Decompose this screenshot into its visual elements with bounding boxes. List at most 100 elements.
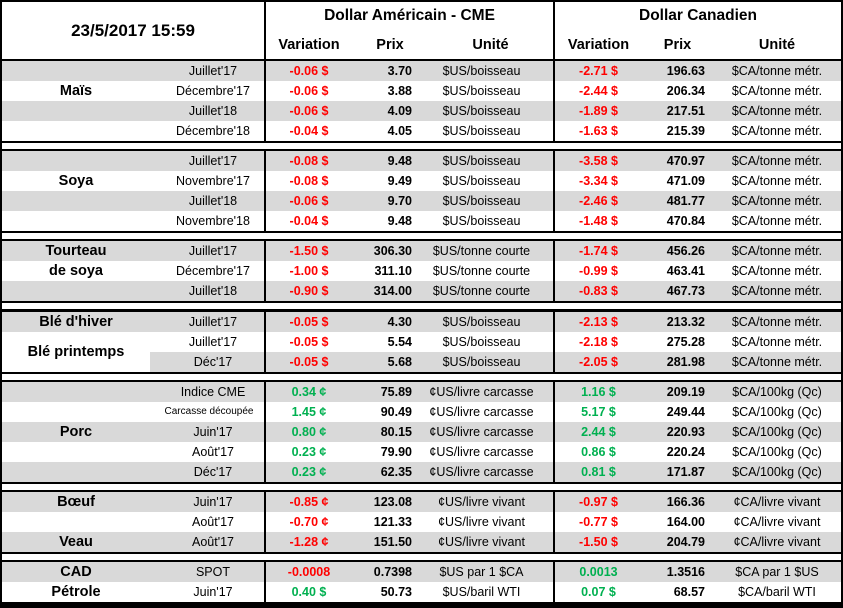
ca-variation-cell: -2.71 $ [553, 61, 642, 81]
us-unit-cell: $US/tonne courte [432, 264, 531, 278]
ca-unit-cell: $CA/tonne métr. [713, 312, 841, 332]
us-price-cell: 314.00 [352, 281, 428, 301]
us-unit-cell: $US/boisseau [428, 101, 553, 121]
ca-price-cell: 164.00 [666, 515, 705, 529]
ca-unit-cell: $CA/tonne métr. [731, 174, 823, 188]
ca-variation-cell: 5.17 $ [553, 402, 642, 422]
cad-variation-header: Variation [553, 30, 642, 59]
commodity-section: Juillet'17 -0.05 $4.30 $US/boisseau -2.13 $… [2, 312, 841, 372]
us-price-cell: 4.09 [352, 101, 428, 121]
us-variation-cell: -0.08 $ [264, 171, 352, 191]
ca-variation-cell: -2.05 $ [553, 352, 642, 372]
ca-variation-cell: 2.44 $ [553, 422, 642, 442]
us-variation-cell: 0.34 ¢ [264, 382, 352, 402]
us-price-cell: 3.70 [352, 61, 428, 81]
contract-month-cell: Déc'17 [150, 352, 264, 372]
us-variation-cell: -0.05 $ [264, 312, 352, 332]
commodity-column-cell [2, 382, 150, 402]
contract-month-cell: Juin'17 [150, 422, 264, 442]
us-variation-cell: -0.85 ¢ [264, 492, 352, 512]
us-unit-cell: $US/boisseau [442, 124, 521, 138]
ca-unit-cell: ¢CA/livre vivant [713, 532, 841, 552]
commodity-column-cell [2, 191, 150, 211]
ca-variation-cell: -1.89 $ [553, 101, 642, 121]
ca-unit-cell: $CA/tonne métr. [713, 241, 841, 261]
contract-month-cell: Carcasse découpée [164, 406, 254, 417]
section-separator [2, 231, 841, 241]
section-separator [2, 482, 841, 492]
us-unit-cell: ¢US/livre vivant [428, 532, 553, 552]
ca-unit-cell: $CA par 1 $US [713, 562, 841, 582]
us-unit-cell: $US/boisseau [428, 312, 553, 332]
ca-price-cell: 463.41 [666, 264, 705, 278]
us-unit-cell: $US/tonne courte [428, 281, 553, 301]
ca-unit-cell: $CA/tonne métr. [731, 124, 823, 138]
commodity-label: de soya [49, 263, 103, 279]
section-separator [2, 552, 841, 562]
ca-price-cell: 467.73 [642, 281, 713, 301]
ca-unit-cell: $CA/baril WTI [738, 585, 816, 599]
usd-variation-header: Variation [264, 30, 352, 59]
commodity-column-cell [2, 121, 150, 141]
contract-month-cell: Août'17 [191, 515, 234, 529]
commodity-label: Veau [59, 534, 93, 550]
ca-unit-cell: $CA/100kg (Qc) [732, 445, 822, 459]
ca-unit-cell: $CA/100kg (Qc) [713, 382, 841, 402]
us-variation-cell: -0.06 $ [264, 191, 352, 211]
us-unit-cell: $US/boisseau [442, 84, 521, 98]
us-variation-cell: -1.50 $ [264, 241, 352, 261]
us-price-cell: 50.73 [380, 585, 412, 599]
ca-price-cell: 275.28 [666, 335, 705, 349]
ca-price-cell: 204.79 [642, 532, 713, 552]
us-unit-cell: $US/baril WTI [442, 585, 521, 599]
ca-variation-cell: -1.50 $ [553, 532, 642, 552]
contract-month-cell: Août'17 [191, 445, 234, 459]
section-separator [2, 141, 841, 151]
commodity-column-cell [2, 442, 150, 462]
us-price-cell: 9.48 [387, 214, 412, 228]
commodity-column-cell [2, 492, 150, 512]
us-price-cell: 306.30 [352, 241, 428, 261]
us-unit-cell: ¢US/livre carcasse [428, 382, 553, 402]
commodity-column-cell [2, 402, 150, 422]
contract-month-cell: SPOT [150, 562, 264, 582]
us-price-cell: 90.49 [380, 405, 412, 419]
contract-month-cell: Juillet'18 [150, 191, 264, 211]
ca-price-cell: 471.09 [666, 174, 705, 188]
ca-variation-cell: -0.77 $ [553, 512, 642, 532]
commodity-section: SPOT -0.0008 0.7398 $US par 1 $CA 0.0013 1.35… [2, 562, 841, 602]
us-unit-cell: $US par 1 $CA [428, 562, 553, 582]
us-unit-cell: $US/boisseau [442, 335, 521, 349]
ca-price-cell: 481.77 [642, 191, 713, 211]
section-separator [2, 301, 841, 312]
us-unit-cell: $US/boisseau [442, 214, 521, 228]
ca-unit-cell: $CA/tonne métr. [731, 84, 823, 98]
ca-price-cell: 171.87 [642, 462, 713, 482]
us-price-cell: 4.05 [387, 124, 412, 138]
ca-unit-cell: $CA/100kg (Qc) [732, 405, 822, 419]
us-variation-cell: -0.04 $ [264, 121, 352, 141]
us-variation-cell: 0.23 ¢ [264, 462, 352, 482]
commodity-column-cell [2, 312, 150, 332]
usd-group-header: Dollar Américain - CME [264, 2, 553, 30]
ca-variation-cell: 0.86 $ [553, 442, 642, 462]
table-body: Juillet'17 -0.06 $3.70 $US/boisseau -2.71 $… [2, 61, 841, 602]
ca-variation-cell: -0.83 $ [553, 281, 642, 301]
commodity-label: Pétrole [51, 584, 101, 600]
usd-price-header: Prix [376, 36, 404, 53]
us-unit-cell: $US/boisseau [442, 174, 521, 188]
ca-variation-cell: -2.44 $ [553, 81, 642, 101]
ca-price-cell: 470.97 [642, 151, 713, 171]
commodity-column-cell [2, 562, 150, 582]
ca-price-cell: 1.3516 [642, 562, 713, 582]
contract-month-cell: Novembre'17 [176, 174, 250, 188]
ca-price-cell: 209.19 [642, 382, 713, 402]
contract-month-cell: Juillet'17 [150, 241, 264, 261]
commodity-section: Juin'17 -0.85 ¢ 123.08 ¢US/livre vivant -0.9… [2, 492, 841, 552]
ca-variation-cell: 0.07 $ [553, 582, 642, 602]
ca-variation-cell: 1.16 $ [553, 382, 642, 402]
ca-unit-cell: $CA/tonne métr. [713, 281, 841, 301]
contract-month-cell: Juillet'18 [150, 281, 264, 301]
contract-month-cell: Juillet'17 [150, 61, 264, 81]
